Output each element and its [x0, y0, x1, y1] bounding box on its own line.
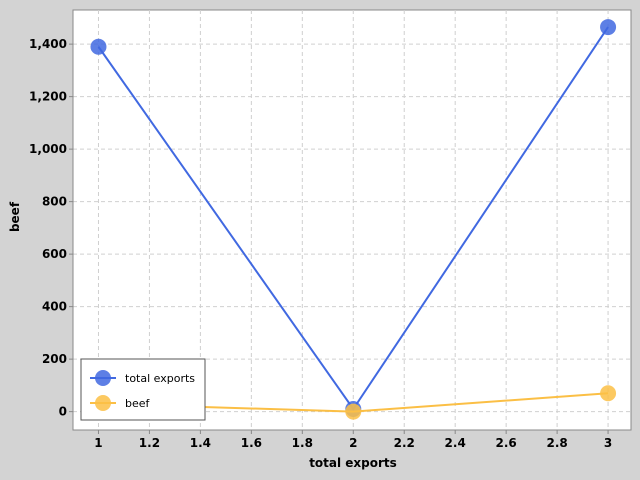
x-tick-label: 2.8 — [546, 436, 567, 450]
x-tick-label: 1.2 — [139, 436, 160, 450]
legend-label-total-exports: total exports — [125, 372, 195, 385]
x-tick-label: 2.4 — [445, 436, 466, 450]
legend-swatch-dot-total-exports — [95, 370, 111, 386]
y-tick-label: 600 — [42, 247, 67, 261]
legend-box — [80, 358, 206, 421]
x-tick-label: 1.6 — [241, 436, 262, 450]
y-tick-label: 400 — [42, 300, 67, 314]
x-tick-label: 3 — [604, 436, 612, 450]
y-tick-label: 1,400 — [29, 37, 67, 51]
y-tick-label: 0 — [59, 405, 67, 419]
y-ticks: 0 200 400 600 800 1,000 1,200 1,400 — [29, 37, 73, 419]
y-tick-label: 800 — [42, 195, 67, 209]
x-ticks: 1 1.2 1.4 1.6 1.8 2 2.2 2.4 2.6 2.8 3 — [94, 430, 612, 450]
data-point-beef — [600, 385, 617, 402]
data-point-total-exports — [90, 38, 107, 55]
x-tick-label: 2.2 — [394, 436, 415, 450]
axes — [72, 10, 631, 431]
y-tick-label: 1,200 — [29, 90, 67, 104]
legend: total exports beef — [80, 358, 206, 421]
x-tick-label: 2.6 — [496, 436, 517, 450]
y-tick-label: 200 — [42, 352, 67, 366]
y-tick-label: 1,000 — [29, 142, 67, 156]
x-tick-label: 1.4 — [190, 436, 211, 450]
x-tick-label: 1 — [94, 436, 102, 450]
y-axis-title: beef — [8, 201, 22, 232]
legend-label-beef: beef — [125, 397, 151, 410]
x-tick-label: 2 — [349, 436, 357, 450]
data-point-total-exports — [600, 19, 617, 36]
data-point-beef — [345, 403, 362, 420]
legend-swatch-dot-beef — [95, 395, 111, 411]
x-axis-title: total exports — [309, 456, 397, 470]
x-tick-label: 1.8 — [292, 436, 313, 450]
